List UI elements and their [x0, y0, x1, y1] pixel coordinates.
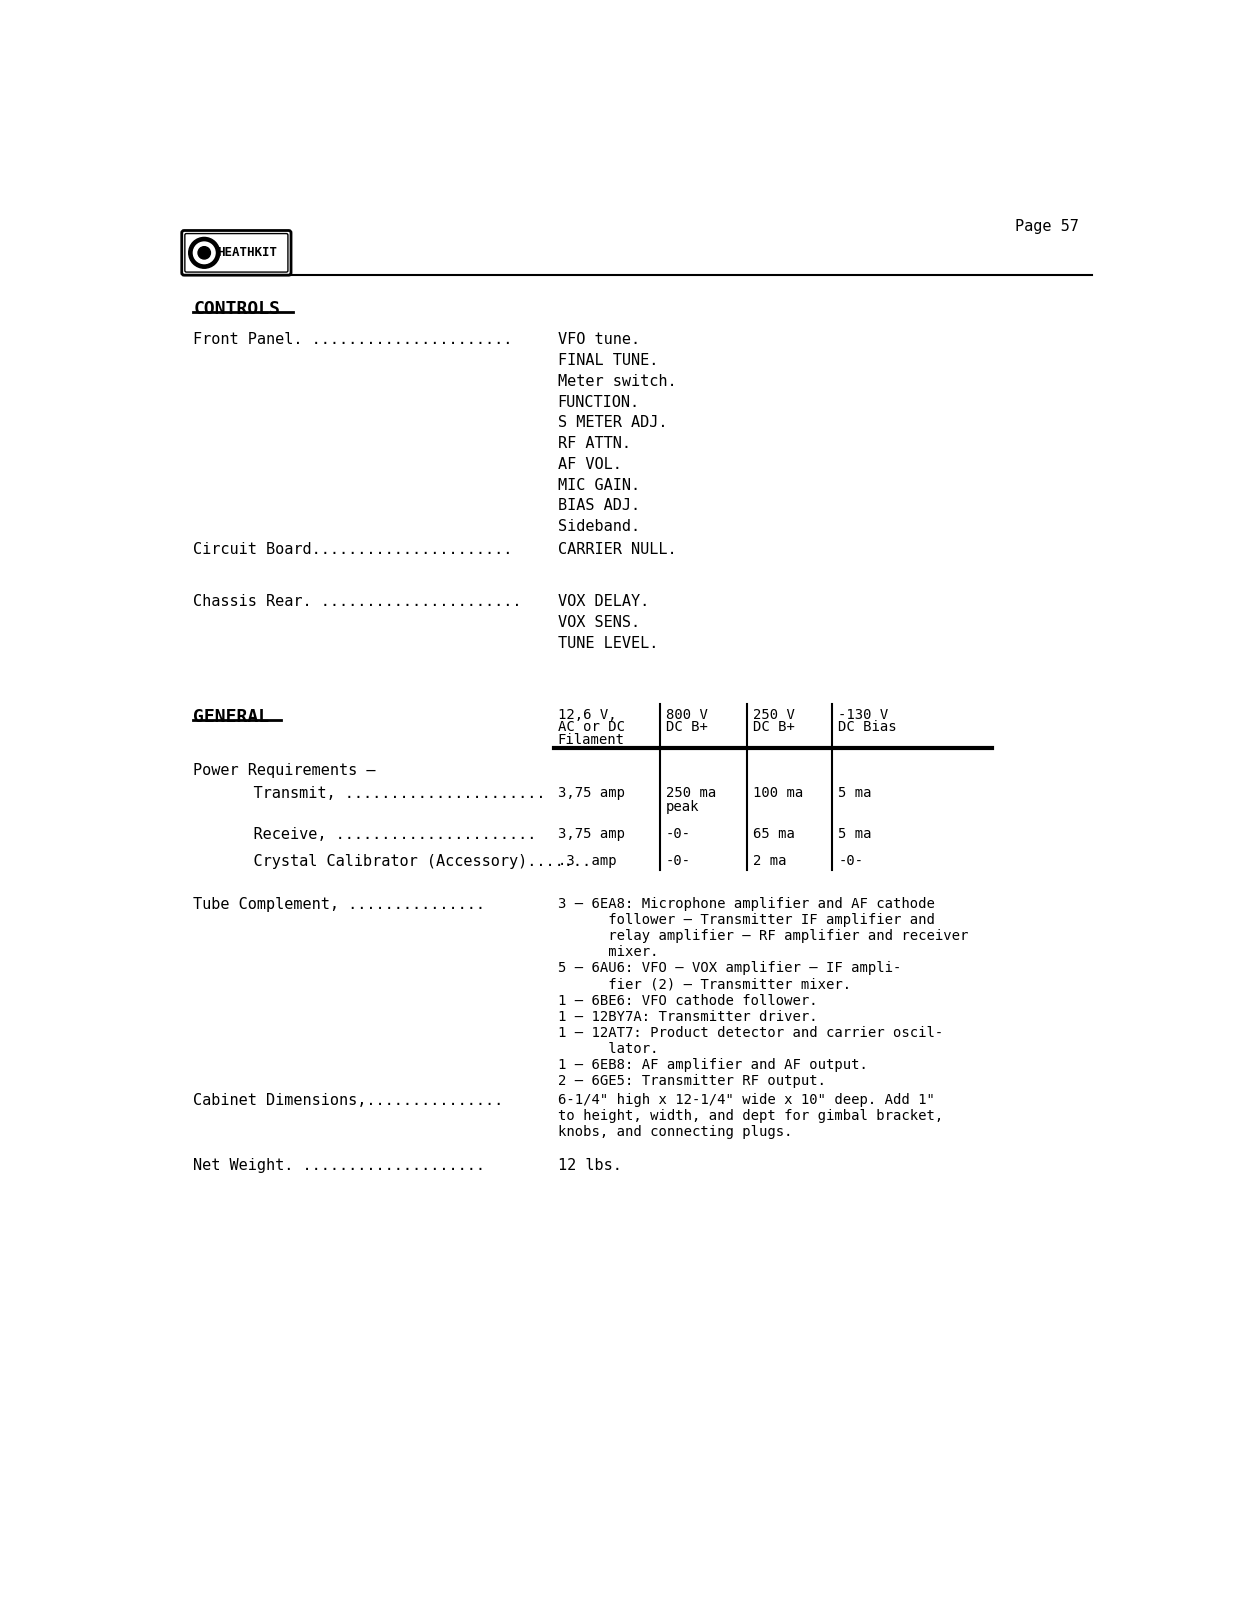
Text: 1 – 6BE6: VFO cathode follower.: 1 – 6BE6: VFO cathode follower. [558, 994, 818, 1008]
Text: Sideband.: Sideband. [558, 520, 640, 534]
Text: VFO tune.: VFO tune. [558, 333, 640, 347]
Text: 1 – 12AT7: Product detector and carrier oscil-: 1 – 12AT7: Product detector and carrier … [558, 1026, 943, 1040]
Text: CARRIER NULL.: CARRIER NULL. [558, 542, 677, 557]
Text: 3,75 amp: 3,75 amp [558, 827, 625, 842]
Text: 12 lbs.: 12 lbs. [558, 1158, 621, 1173]
FancyBboxPatch shape [182, 230, 291, 275]
Text: 5 ma: 5 ma [839, 787, 872, 800]
Text: VOX DELAY.: VOX DELAY. [558, 594, 649, 610]
Text: Cabinet Dimensions,...............: Cabinet Dimensions,............... [193, 1093, 503, 1107]
Text: Filament: Filament [558, 733, 625, 747]
Text: fier (2) – Transmitter mixer.: fier (2) – Transmitter mixer. [558, 978, 851, 992]
FancyBboxPatch shape [184, 234, 288, 272]
Text: AC or DC: AC or DC [558, 720, 625, 734]
Text: HEATHKIT: HEATHKIT [218, 246, 277, 259]
Text: BIAS ADJ.: BIAS ADJ. [558, 499, 640, 514]
Text: Front Panel. ......................: Front Panel. ...................... [193, 333, 513, 347]
Text: 250 V: 250 V [753, 707, 795, 722]
Text: MIC GAIN.: MIC GAIN. [558, 478, 640, 493]
Text: lator.: lator. [558, 1042, 658, 1056]
Text: 6-1/4" high x 12-1/4" wide x 10" deep. Add 1": 6-1/4" high x 12-1/4" wide x 10" deep. A… [558, 1093, 934, 1107]
Text: AF VOL.: AF VOL. [558, 458, 621, 472]
Text: 2 – 6GE5: Transmitter RF output.: 2 – 6GE5: Transmitter RF output. [558, 1075, 825, 1088]
Text: relay amplifier – RF amplifier and receiver: relay amplifier – RF amplifier and recei… [558, 930, 969, 942]
Text: Transmit, ......................: Transmit, ...................... [216, 787, 546, 802]
Text: Circuit Board......................: Circuit Board...................... [193, 542, 513, 557]
Text: 100 ma: 100 ma [753, 787, 803, 800]
Text: .3  amp: .3 amp [558, 854, 616, 869]
Text: knobs, and connecting plugs.: knobs, and connecting plugs. [558, 1125, 792, 1139]
Text: Power Requirements –: Power Requirements – [193, 763, 376, 778]
Text: 3 – 6EA8: Microphone amplifier and AF cathode: 3 – 6EA8: Microphone amplifier and AF ca… [558, 896, 934, 910]
Text: 65 ma: 65 ma [753, 827, 795, 842]
Text: -0-: -0- [839, 854, 863, 869]
Text: -0-: -0- [667, 827, 691, 842]
Text: 3,75 amp: 3,75 amp [558, 787, 625, 800]
Text: Tube Complement, ...............: Tube Complement, ............... [193, 896, 485, 912]
Text: Receive, ......................: Receive, ...................... [216, 827, 536, 842]
Circle shape [193, 242, 215, 264]
Text: TUNE LEVEL.: TUNE LEVEL. [558, 635, 658, 651]
Text: VOX SENS.: VOX SENS. [558, 614, 640, 630]
Text: -0-: -0- [667, 854, 691, 869]
Text: Meter switch.: Meter switch. [558, 374, 677, 389]
Circle shape [189, 237, 220, 269]
Text: 5 ma: 5 ma [839, 827, 872, 842]
Text: 1 – 6EB8: AF amplifier and AF output.: 1 – 6EB8: AF amplifier and AF output. [558, 1058, 867, 1072]
Text: FINAL TUNE.: FINAL TUNE. [558, 354, 658, 368]
Text: DC B+: DC B+ [753, 720, 795, 734]
Text: S METER ADJ.: S METER ADJ. [558, 416, 667, 430]
Text: Net Weight. ....................: Net Weight. .................... [193, 1158, 485, 1173]
Text: 800 V: 800 V [667, 707, 708, 722]
Text: GENERAL: GENERAL [193, 707, 270, 726]
Circle shape [198, 246, 210, 259]
Text: 12,6 V,: 12,6 V, [558, 707, 616, 722]
Text: -130 V: -130 V [839, 707, 888, 722]
Text: 1 – 12BY7A: Transmitter driver.: 1 – 12BY7A: Transmitter driver. [558, 1010, 818, 1024]
Text: FUNCTION.: FUNCTION. [558, 395, 640, 410]
Text: 250 ma: 250 ma [667, 787, 716, 800]
Text: peak: peak [667, 800, 700, 813]
Text: CONTROLS: CONTROLS [193, 299, 281, 318]
Text: follower – Transmitter IF amplifier and: follower – Transmitter IF amplifier and [558, 912, 934, 926]
Text: DC B+: DC B+ [667, 720, 708, 734]
Text: Crystal Calibrator (Accessory).......: Crystal Calibrator (Accessory)....... [216, 854, 591, 869]
Text: 5 – 6AU6: VFO – VOX amplifier – IF ampli-: 5 – 6AU6: VFO – VOX amplifier – IF ampli… [558, 962, 901, 976]
Text: Chassis Rear. ......................: Chassis Rear. ...................... [193, 594, 522, 610]
Text: Page 57: Page 57 [1014, 219, 1079, 234]
Text: mixer.: mixer. [558, 946, 658, 958]
Text: RF ATTN.: RF ATTN. [558, 437, 631, 451]
Text: to height, width, and dept for gimbal bracket,: to height, width, and dept for gimbal br… [558, 1109, 943, 1123]
Text: DC Bias: DC Bias [839, 720, 897, 734]
Text: 2 ma: 2 ma [753, 854, 787, 869]
